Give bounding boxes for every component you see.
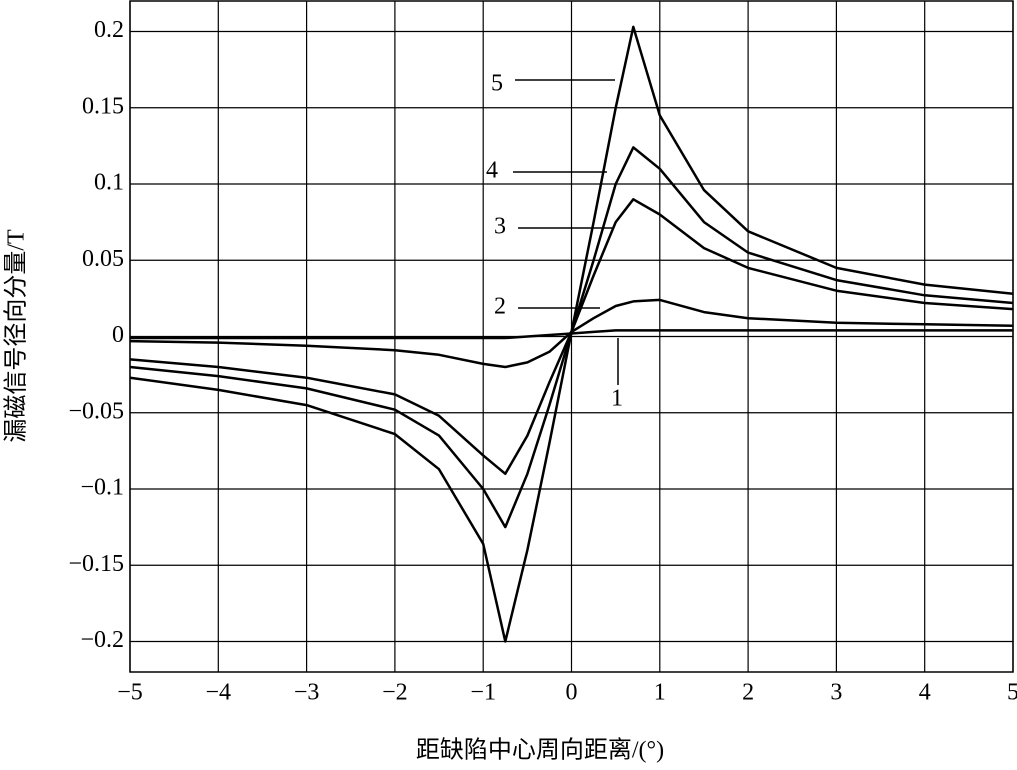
series-line — [129, 25, 1014, 643]
x-tick-label: −2 — [382, 680, 408, 706]
y-tick-label: 0.2 — [94, 17, 124, 43]
x-tick-label: 1 — [654, 680, 666, 706]
x-tick-label: −1 — [470, 680, 496, 706]
x-tick-label: 5 — [1007, 680, 1017, 706]
series-label: 2 — [494, 294, 506, 320]
y-axis-label: 漏磁信号径向分量/T — [3, 229, 30, 443]
y-tick-label: 0.05 — [82, 246, 124, 272]
x-axis-label: 距缺陷中心周向距离/(°) — [416, 737, 664, 764]
y-tick-label: 0.15 — [82, 93, 124, 119]
series-label: 1 — [611, 386, 623, 412]
y-tick-label: 0 — [112, 322, 124, 348]
series-label: 5 — [491, 71, 503, 97]
series-label: 4 — [486, 158, 498, 184]
y-tick-label: 0.1 — [94, 170, 124, 196]
x-tick-label: −3 — [294, 680, 320, 706]
y-tick-label: −0.1 — [80, 475, 124, 501]
x-tick-label: 2 — [742, 680, 754, 706]
y-tick-label: −0.2 — [80, 627, 124, 653]
y-tick-label: −0.15 — [68, 551, 124, 577]
series-label: 3 — [494, 214, 506, 240]
plot-frame — [129, 0, 1014, 673]
x-tick-label: 0 — [566, 680, 578, 706]
x-tick-label: −5 — [117, 680, 143, 706]
x-tick-label: 3 — [830, 680, 842, 706]
x-tick-label: −4 — [206, 680, 232, 706]
y-tick-label: −0.05 — [68, 398, 124, 424]
x-tick-label: 4 — [919, 680, 931, 706]
